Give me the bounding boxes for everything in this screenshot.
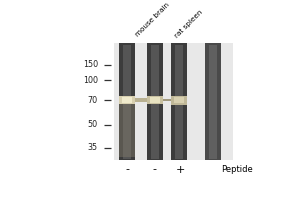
Bar bbox=[209, 45, 217, 159]
Text: 100: 100 bbox=[83, 76, 98, 85]
Text: mouse brain: mouse brain bbox=[134, 2, 170, 38]
Bar bbox=[151, 45, 159, 159]
Bar bbox=[163, 99, 171, 101]
Bar bbox=[119, 96, 135, 104]
Text: -: - bbox=[153, 165, 157, 175]
Bar bbox=[175, 45, 183, 159]
Text: 50: 50 bbox=[88, 120, 98, 129]
Bar bbox=[171, 96, 188, 105]
Text: Peptide: Peptide bbox=[221, 165, 253, 174]
Bar bbox=[135, 98, 147, 102]
Bar bbox=[119, 43, 135, 160]
Text: rat spleen: rat spleen bbox=[173, 9, 203, 39]
Bar bbox=[114, 43, 233, 160]
Text: 35: 35 bbox=[88, 143, 98, 152]
Bar bbox=[174, 97, 184, 103]
Bar bbox=[122, 97, 132, 103]
Bar bbox=[147, 96, 163, 104]
Text: +: + bbox=[176, 165, 185, 175]
Bar bbox=[147, 43, 163, 160]
Text: 70: 70 bbox=[88, 96, 98, 105]
Bar bbox=[150, 97, 160, 103]
Bar bbox=[123, 45, 131, 159]
Bar bbox=[119, 103, 135, 157]
Text: 150: 150 bbox=[83, 60, 98, 69]
Bar bbox=[205, 43, 221, 160]
Text: -: - bbox=[125, 165, 129, 175]
Bar bbox=[171, 43, 188, 160]
